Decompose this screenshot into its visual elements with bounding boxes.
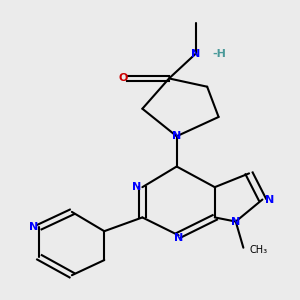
Text: N: N xyxy=(172,131,181,141)
Text: N: N xyxy=(29,222,38,232)
Text: N: N xyxy=(174,233,183,243)
Text: CH₃: CH₃ xyxy=(249,245,267,256)
Text: N: N xyxy=(266,194,275,205)
Text: O: O xyxy=(118,74,128,83)
Text: N: N xyxy=(191,49,200,59)
Text: N: N xyxy=(231,217,240,226)
Text: N: N xyxy=(132,182,141,192)
Text: -H: -H xyxy=(213,49,227,59)
